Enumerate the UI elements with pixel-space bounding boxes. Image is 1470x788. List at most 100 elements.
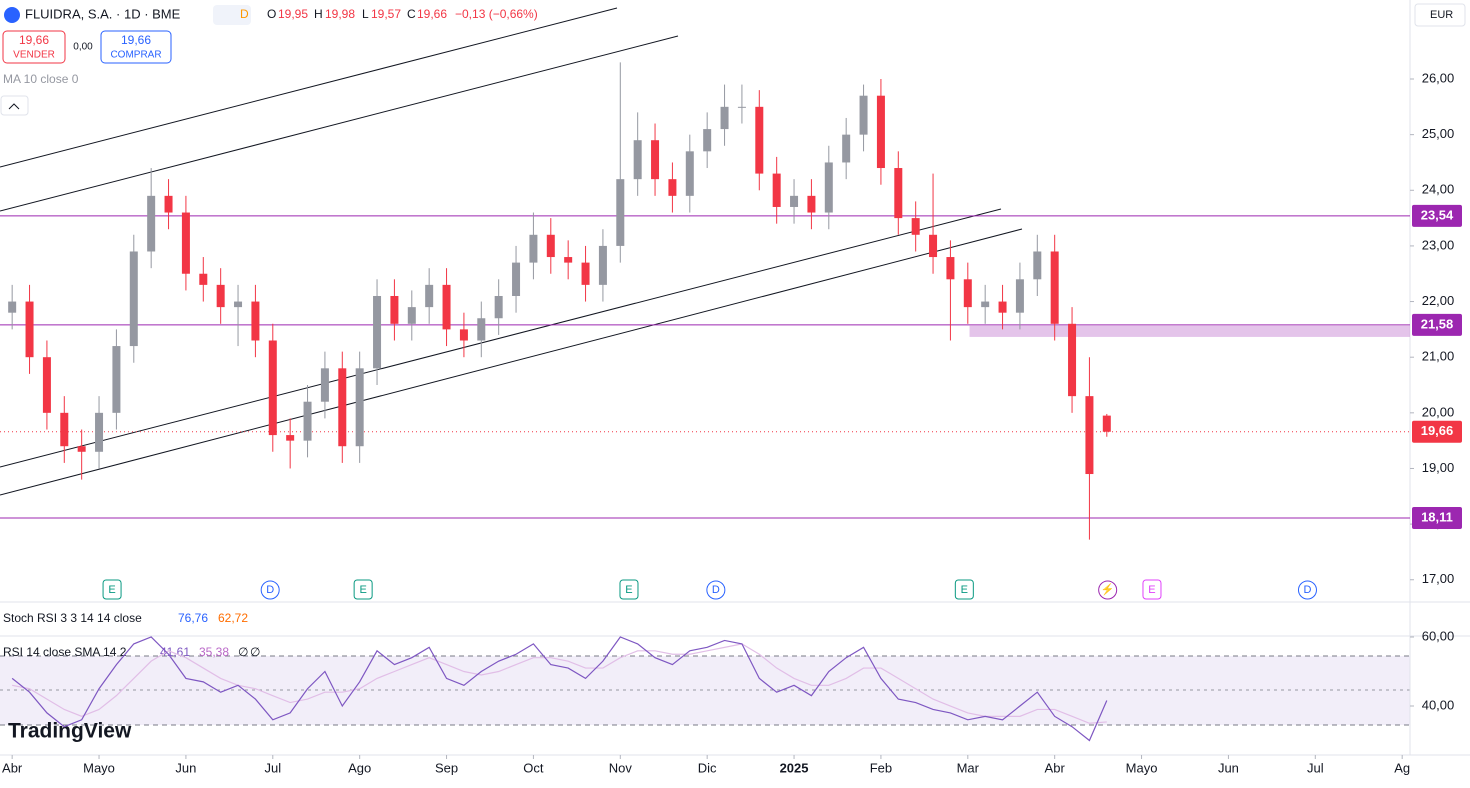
price-level-label: 18,11 [1421,509,1453,524]
y-tick-label: 24,00 [1422,182,1455,197]
candle-body [286,435,295,441]
trend-line [0,35,679,212]
rsi-line [12,643,1107,724]
candle-body [407,307,416,324]
candle-body [946,257,955,280]
candle-body [390,295,399,324]
x-tick-label: Ag [1394,760,1410,775]
y-tick-label: 26,00 [1422,70,1455,85]
x-tick-label: Dic [698,760,717,775]
price-level-label: 19,66 [1421,423,1454,438]
candle-body [529,234,538,263]
ma-legend[interactable]: MA 10 close 0 [3,72,79,86]
event-label: E [961,584,968,596]
candle-body [720,106,729,130]
event-marker[interactable] [353,579,373,600]
ohlc-l: 19,57 [371,7,401,21]
trend-line [0,7,618,168]
x-tick-label: Ago [348,760,371,775]
buy-button[interactable] [100,30,172,64]
sell-price: 19,66 [19,33,49,47]
candle-body [77,446,86,452]
rsi-value: 41,61 [160,645,190,659]
candle-body [373,295,382,369]
candle-body [459,329,468,341]
x-tick-label: Mayo [1126,760,1158,775]
trend-line [0,228,1023,496]
candle-body [998,301,1007,313]
event-label: E [108,584,115,596]
event-marker[interactable] [706,580,726,600]
candle-body [268,340,277,436]
event-marker[interactable] [1098,580,1118,600]
event-label: E [625,584,632,596]
ohlc-h: 19,98 [325,7,355,21]
ohlc-c-key: C [407,7,416,21]
currency-button[interactable] [1414,3,1466,27]
spread: 0,00 [73,42,93,53]
candle-body [981,301,990,308]
watermark: TradingView [8,720,132,743]
collapse-button[interactable] [0,95,29,116]
candle-body [651,140,660,180]
y-tick-label: 17,00 [1422,571,1455,586]
price-level-tag [1412,313,1462,336]
candle-body [737,106,746,108]
sell-label: VENDER [13,50,55,61]
y-tick-label: 25,00 [1422,126,1455,141]
event-marker[interactable] [619,579,639,600]
y-tick-label: 40,00 [1422,697,1455,712]
candle-body [1085,396,1094,475]
rsi-sma-value: 35,38 [199,645,229,659]
candle-body [425,284,434,308]
candle-body [181,212,190,274]
status-d: D [240,7,249,21]
candle-body [25,301,34,358]
x-tick-label: Mayo [83,760,115,775]
candle-body [581,262,590,285]
event-label: E [1148,584,1155,596]
event-marker[interactable] [1142,579,1162,600]
candle-body [1068,323,1077,397]
stoch-k: 76,76 [178,611,208,625]
x-tick-label: Jul [1307,760,1324,775]
ohlc-h-key: H [314,7,323,21]
x-tick-label: Jun [175,760,196,775]
candle-body [1050,251,1059,324]
event-marker[interactable] [260,580,280,600]
candle-body [251,301,260,341]
price-level-label: 23,54 [1421,207,1454,222]
candle-body [8,301,17,313]
sell-button[interactable] [2,30,66,64]
stoch-title[interactable]: Stoch RSI 3 3 14 14 close [3,611,142,625]
y-tick-label: 21,00 [1422,349,1455,364]
event-marker[interactable] [954,579,974,600]
x-tick-label: Jun [1218,760,1239,775]
rsi-title[interactable]: RSI 14 close SMA 14 2 [3,645,127,659]
x-tick-label: Mar [957,760,980,775]
event-label: D [1304,584,1312,596]
candle-body [703,129,712,152]
ohlc-c: 19,66 [417,7,447,21]
y-tick-label: 60,00 [1422,628,1455,643]
event-label: E [359,584,366,596]
candle-body [894,168,903,219]
support-zone [969,324,1410,337]
candle-body [199,273,208,285]
event-label: D [266,584,274,596]
x-tick-label: Oct [523,760,544,775]
candle-body [790,195,799,207]
market-status[interactable] [213,5,251,25]
candle-body [772,173,781,207]
symbol[interactable]: FLUIDRA, S.A. · 1D · BME [25,6,181,21]
price-level-label: 21,58 [1421,316,1454,331]
event-marker[interactable] [1297,580,1317,600]
x-tick-label: Abr [2,760,23,775]
ohlc-o-key: O [267,7,276,21]
y-tick-label: 20,00 [1422,404,1455,419]
buy-price: 19,66 [121,33,151,47]
candle-body [876,95,885,169]
event-marker[interactable] [102,579,122,600]
ohlc-change: −0,13 (−0,66%) [455,7,538,21]
candle-body [929,234,938,258]
